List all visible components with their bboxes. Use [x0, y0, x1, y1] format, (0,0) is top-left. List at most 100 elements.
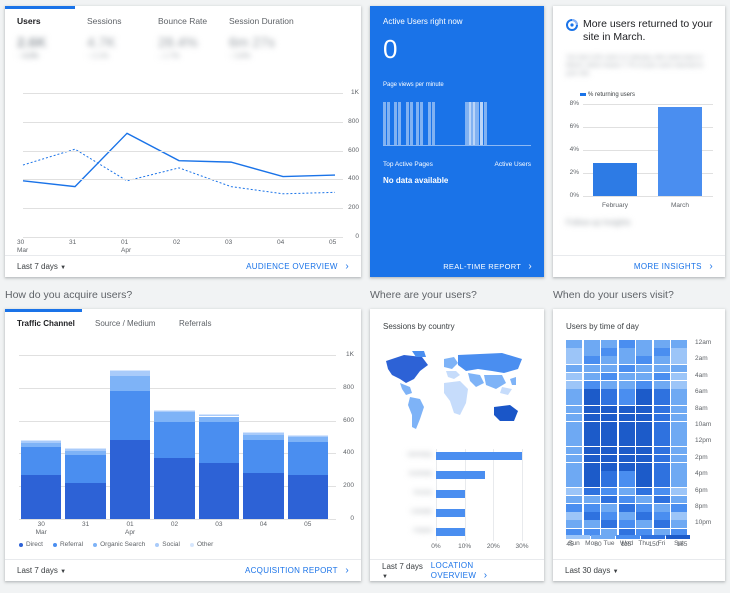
heatmap-cell — [583, 504, 600, 512]
heatmap-cell — [566, 504, 583, 512]
grid-line — [583, 196, 713, 197]
x-tick-label: 31 — [74, 521, 98, 529]
heatmap-cell — [653, 454, 670, 463]
more-insights-link[interactable]: MORE INSIGHTS › — [633, 261, 713, 272]
heatmap-cell — [618, 463, 635, 471]
grid-line — [583, 127, 713, 128]
heatmap-cell — [618, 397, 635, 405]
legend-label: Organic Search — [100, 541, 146, 548]
heatmap-cell — [618, 512, 635, 520]
acquisition-footer: Last 7 days ▼ ACQUISITION REPORT › — [5, 559, 361, 581]
heatmap-cell — [653, 438, 670, 446]
tab-source-medium[interactable]: Source / Medium — [95, 319, 156, 328]
insight-footer: MORE INSIGHTS › — [553, 255, 725, 277]
heatmap-cell — [618, 340, 635, 348]
tab-sessions[interactable]: Sessions 4.7K ↑ 2.1% — [87, 16, 122, 60]
heatmap-cell — [653, 471, 670, 479]
duration-value: 6m 27s — [229, 34, 275, 50]
followup-insights-label: Follow-up Insights — [566, 218, 631, 227]
heatmap-cell — [583, 381, 600, 389]
audience-overview-link[interactable]: AUDIENCE OVERVIEW › — [246, 261, 349, 272]
legend-dot — [155, 542, 160, 547]
heatmap-cell — [601, 405, 618, 414]
sessions-value: 4.7K — [87, 34, 116, 50]
heatmap-cell — [636, 454, 653, 463]
country-bar — [436, 452, 522, 460]
date-range-select[interactable]: Last 7 days ▼ — [17, 566, 67, 575]
heatmap-cell — [671, 372, 688, 381]
stacked-bar-segment — [21, 474, 62, 519]
heatmap-cell — [636, 520, 653, 528]
x-tick-day: 31 — [82, 521, 90, 528]
tab-bounce-rate[interactable]: Bounce Rate 28.4% ↓ 1.7% — [158, 16, 208, 60]
y-tick-label: 4% — [569, 146, 579, 153]
pageview-bar — [469, 102, 472, 145]
heatmap-cell — [583, 454, 600, 463]
overview-footer: Last 7 days ▼ AUDIENCE OVERVIEW › — [5, 255, 361, 277]
realtime-report-link[interactable]: REAL-TIME REPORT › — [443, 260, 532, 272]
stacked-bar-segment — [154, 412, 195, 423]
y-tick-label: 1K — [351, 89, 359, 96]
heatmap-cell — [566, 364, 583, 373]
stacked-bar-segment — [198, 422, 240, 464]
realtime-card: Active Users right now 0 Page views per … — [370, 6, 544, 277]
tab-users[interactable]: Users 2.6K ↑ 4.3% — [17, 16, 47, 60]
y-tick-label: 1K — [346, 351, 354, 358]
hour-label: 12pm — [695, 437, 712, 445]
x-tick-day: 04 — [277, 239, 285, 246]
where-section-title: Where are your users? — [370, 289, 477, 301]
grid-line — [19, 355, 336, 356]
heatmap-cell — [566, 471, 583, 479]
heatmap-cell — [636, 438, 653, 446]
heatmap-cell — [566, 487, 583, 496]
x-tick-label: 30 Mar — [29, 521, 53, 537]
grid-line — [23, 150, 343, 152]
tab-session-duration[interactable]: Session Duration 6m 27s ↑ 3.8% — [229, 16, 294, 60]
heatmap-cell — [636, 389, 653, 397]
heatmap-cell — [671, 430, 688, 438]
heatmap-cell — [671, 463, 688, 471]
heatmap-cell — [601, 348, 618, 356]
x-tick-month: Mar — [35, 529, 47, 536]
legend-swatch — [580, 92, 586, 96]
legend-label: Referral — [59, 541, 84, 548]
pageview-bar — [383, 102, 386, 145]
heatmap-cell — [583, 438, 600, 446]
x-tick-label: 01 Apr — [118, 521, 142, 537]
heatmap-cell — [653, 504, 670, 512]
heatmap-cell — [618, 495, 635, 504]
country-bar — [436, 490, 465, 498]
heatmap-cell — [566, 454, 583, 463]
heatmap-cell — [583, 413, 600, 422]
stacked-bar-segment — [65, 449, 106, 451]
x-tick-label: 30% — [515, 543, 529, 550]
heatmap-cell — [618, 504, 635, 512]
country-name: Germany — [407, 452, 432, 458]
heatmap-cell — [583, 422, 600, 430]
x-tick-label: 30 Mar — [17, 239, 41, 255]
acquisition-report-link[interactable]: ACQUISITION REPORT › — [244, 565, 349, 576]
tab-traffic-channel[interactable]: Traffic Channel — [17, 319, 75, 328]
pageview-bar — [472, 102, 475, 145]
heatmap-cell — [671, 356, 688, 364]
hour-label: 10am — [695, 421, 712, 428]
stacked-bar-segment — [65, 455, 106, 483]
grid-line — [522, 449, 523, 541]
heatmap-cell — [583, 348, 600, 356]
date-range-select[interactable]: Last 7 days ▼ — [382, 561, 423, 580]
y-tick-label: 200 — [348, 204, 359, 212]
location-overview-link[interactable]: LOCATION OVERVIEW › — [430, 560, 488, 581]
date-range-select[interactable]: Last 7 days ▼ — [17, 262, 67, 271]
heatmap-cell — [601, 364, 618, 373]
heatmap-cell — [636, 495, 653, 504]
legend-dot — [52, 542, 57, 547]
insights-icon — [566, 19, 578, 31]
y-tick-label: 400 — [343, 449, 354, 457]
heatmap-cell — [671, 397, 688, 405]
users-value: 2.6K — [17, 34, 47, 50]
tab-referrals[interactable]: Referrals — [179, 319, 212, 328]
x-tick-day: 01 — [126, 521, 134, 528]
date-range-select[interactable]: Last 30 days ▼ — [565, 566, 619, 575]
heatmap-cell — [618, 487, 635, 496]
y-tick-label: 0 — [350, 515, 354, 522]
